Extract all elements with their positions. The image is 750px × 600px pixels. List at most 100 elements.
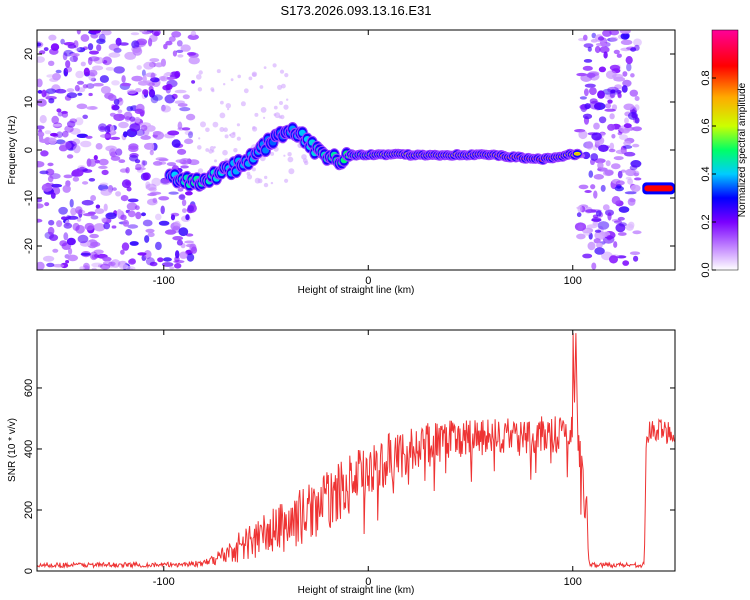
noise-speckle [47,226,55,236]
noise-speckle [80,252,91,256]
faint-speckle [302,158,308,164]
faint-speckle [252,126,256,130]
noise-speckle [166,162,177,167]
noise-speckle [594,45,601,54]
noise-speckle [149,142,155,152]
noise-speckle [629,165,638,171]
noise-speckle [71,169,84,177]
noise-speckle [81,199,94,206]
noise-speckle [181,199,187,207]
faint-speckle [197,145,202,150]
faint-speckle [236,136,241,141]
noise-speckle [66,154,74,159]
noise-speckle [185,233,194,237]
noise-speckle [98,165,108,169]
noise-speckle [84,222,95,231]
noise-speckle [37,90,43,94]
noise-speckle [48,60,55,66]
noise-speckle [91,267,97,270]
faint-speckle [198,137,201,140]
noise-speckle [583,34,588,41]
noise-speckle [66,215,79,220]
noise-speckle [621,169,626,173]
noise-speckle [602,204,610,211]
noise-speckle [618,134,628,140]
noise-speckle [578,130,588,140]
noise-speckle [609,36,619,42]
noise-speckle [618,206,630,213]
noise-speckle [584,83,596,88]
faint-speckle [263,66,267,69]
noise-speckle [591,262,597,270]
noise-speckle [149,261,158,267]
noise-speckle [598,144,609,152]
noise-speckle [632,230,642,235]
noise-speckle [121,179,132,189]
faint-speckle [243,88,249,94]
noise-speckle [190,246,198,254]
noise-speckle [143,250,152,259]
noise-speckle [77,234,89,244]
noise-speckle [598,66,607,73]
snr-axes: -100 0 100 0 200 400 600 [23,330,675,588]
noise-speckle [118,121,129,129]
noise-speckle [98,158,109,166]
noise-speckle [77,92,83,96]
faint-speckle [198,70,203,75]
noise-speckle [610,89,622,95]
noise-speckle [177,103,188,107]
noise-speckle [160,205,165,215]
noise-speckle [583,59,593,63]
noise-speckle [179,107,191,112]
noise-speckle [582,228,592,236]
faint-speckle [274,112,281,119]
colorbar-tick-label: 0.4 [700,166,712,181]
noise-speckle [37,42,42,47]
noise-speckle [185,243,195,248]
noise-speckle [107,94,117,101]
noise-speckle [185,191,193,196]
snr-ytick-label: 400 [23,440,35,458]
faint-speckle [214,159,217,163]
noise-speckle [617,232,627,236]
noise-speckle [37,218,43,223]
noise-speckle [104,125,111,133]
noise-speckle [74,47,81,52]
noise-speckle [37,203,44,209]
noise-speckle [633,38,642,47]
noise-speckle [41,89,47,98]
noise-speckle [634,104,640,111]
noise-speckle [613,49,620,55]
noise-speckle [76,133,89,138]
noise-speckle [609,30,620,36]
spectrogram-xtick-label: 100 [564,275,582,287]
noise-speckle [98,33,106,43]
noise-speckle [134,108,144,115]
faint-speckle [246,174,253,180]
noise-speckle [176,49,184,54]
noise-speckle [604,103,612,109]
noise-speckle [59,240,68,247]
faint-speckle [272,63,277,68]
faint-speckle [219,127,225,132]
noise-speckle [609,90,616,99]
noise-speckle [187,205,194,212]
noise-speckle [607,86,619,94]
noise-speckle [92,82,104,87]
noise-speckle [184,240,195,244]
noise-speckle [39,115,47,124]
noise-speckle [58,206,68,215]
faint-speckle [263,116,266,119]
noise-speckle [142,160,148,166]
noise-speckle [618,222,627,227]
faint-speckle [197,87,203,92]
noise-speckle [634,177,642,181]
snr-xlabel: Height of straight line (km) [298,585,415,596]
noise-speckle [153,31,160,37]
noise-speckle [150,77,160,83]
noise-speckle [629,89,638,97]
noise-speckle [174,100,185,104]
noise-speckle [63,174,73,179]
noise-speckle [124,116,131,122]
noise-speckle [129,258,136,264]
